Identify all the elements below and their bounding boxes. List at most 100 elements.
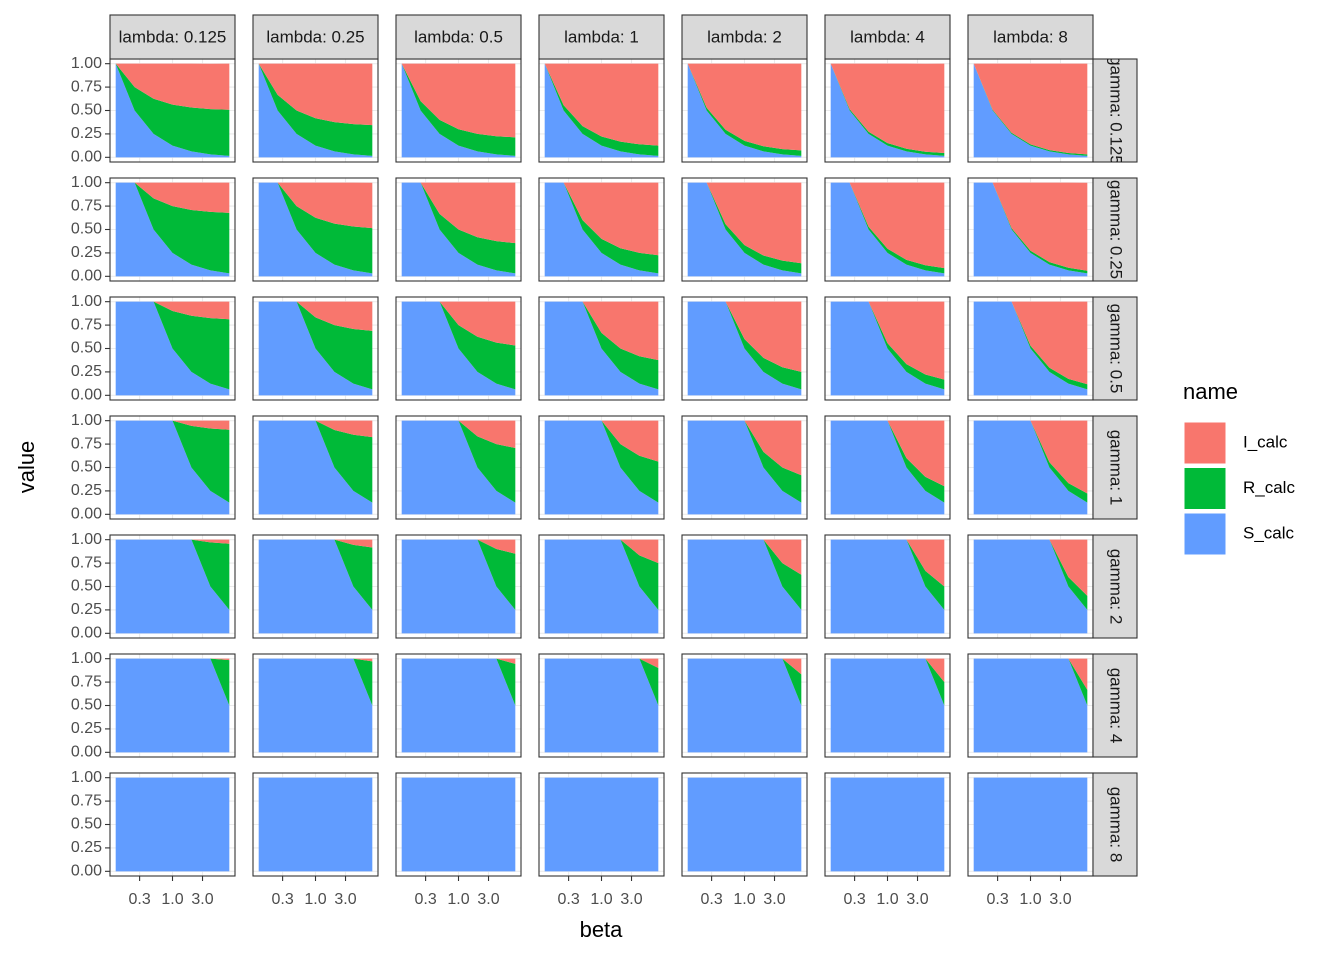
legend-key: [1183, 512, 1227, 556]
y-tick-label: 0.25: [71, 720, 102, 737]
area: [258, 63, 373, 158]
col-strip: [824, 14, 951, 60]
col-strip-label: lambda: 4: [850, 27, 925, 46]
y-tick-label: 0.50: [71, 459, 102, 476]
x-tick-label: 0.3: [986, 891, 1008, 908]
panel-border: [681, 177, 808, 282]
y-tick-label: 1.00: [71, 412, 102, 429]
area: [258, 777, 373, 872]
area: [258, 539, 373, 634]
area: [401, 182, 516, 244]
area: [830, 658, 945, 753]
y-tick-label: 0.00: [71, 149, 102, 166]
area: [258, 420, 373, 503]
area: [973, 539, 1088, 596]
area: [258, 301, 373, 390]
panel-border: [824, 653, 951, 758]
area: [687, 420, 802, 515]
area: [258, 658, 373, 706]
col-strip-clip: lambda: 0.25: [266, 27, 364, 46]
col-strip-label: lambda: 0.25: [266, 27, 364, 46]
row-strip-clip: gamma: 4: [1107, 668, 1126, 744]
x-tick-label: 0.3: [128, 891, 150, 908]
legend-label: S_calc: [1243, 523, 1295, 542]
area: [830, 539, 945, 587]
row-strip-clip: gamma: 0.5: [1107, 304, 1126, 394]
area: [830, 301, 945, 396]
x-tick-label: 1.0: [304, 891, 326, 908]
area: [973, 420, 1088, 515]
area: [401, 539, 516, 610]
y-tick-label: 0.00: [71, 744, 102, 761]
area: [544, 539, 659, 564]
area: [973, 658, 1088, 690]
area: [830, 301, 945, 390]
y-tick-label: 0.50: [71, 697, 102, 714]
y-tick-label: 0.50: [71, 340, 102, 357]
y-tick-label: 0.75: [71, 554, 102, 571]
y-tick-label: 0.50: [71, 102, 102, 119]
panel-border: [395, 415, 522, 520]
y-tick-label: 1.00: [71, 174, 102, 191]
area: [830, 63, 945, 158]
area: [687, 63, 802, 151]
x-tick-label: 0.3: [271, 891, 293, 908]
panel-border: [538, 415, 665, 520]
row-strip: [1092, 296, 1138, 401]
y-tick-label: 0.75: [71, 78, 102, 95]
row-strip-clip: gamma: 8: [1107, 787, 1126, 863]
area: [115, 301, 230, 396]
x-tick-label: 1.0: [876, 891, 898, 908]
row-strip-label: gamma: 0.25: [1107, 180, 1126, 279]
col-strip: [252, 14, 379, 60]
col-strip-label: lambda: 8: [993, 27, 1068, 46]
area: [687, 420, 802, 476]
col-strip-label: lambda: 2: [707, 27, 782, 46]
area: [544, 63, 659, 158]
area: [401, 63, 516, 138]
panel-border: [538, 177, 665, 282]
area: [115, 658, 230, 753]
area: [115, 301, 230, 390]
y-tick-label: 0.25: [71, 244, 102, 261]
y-tick-label: 1.00: [71, 55, 102, 72]
area: [973, 63, 1088, 158]
area: [973, 301, 1088, 385]
legend-label: I_calc: [1243, 432, 1288, 451]
panel-border: [395, 653, 522, 758]
area: [258, 301, 373, 331]
area: [258, 539, 373, 548]
y-tick-label: 0.25: [71, 601, 102, 618]
area: [401, 777, 516, 872]
y-tick-label: 0.75: [71, 435, 102, 452]
row-strip-clip: gamma: 0.125: [1107, 56, 1126, 165]
x-tick-label: 0.3: [700, 891, 722, 908]
area: [258, 658, 373, 753]
area: [544, 658, 659, 753]
area: [258, 182, 373, 277]
area: [115, 301, 230, 320]
x-tick-label: 0.3: [414, 891, 436, 908]
x-tick-label: 1.0: [590, 891, 612, 908]
area: [258, 63, 373, 126]
row-strip: [1092, 58, 1138, 163]
row-strip-clip: gamma: 2: [1107, 549, 1126, 625]
area: [687, 539, 802, 634]
area: [544, 539, 659, 610]
panel-border: [681, 534, 808, 639]
col-strip-clip: lambda: 0.125: [119, 27, 227, 46]
row-strip-label: gamma: 0.125: [1107, 56, 1126, 165]
area: [401, 658, 516, 706]
area: [830, 658, 945, 683]
x-tick-label: 3.0: [477, 891, 499, 908]
y-tick-label: 1.00: [71, 650, 102, 667]
area: [401, 539, 516, 634]
area: [115, 63, 230, 158]
y-tick-label: 0.00: [71, 863, 102, 880]
area: [115, 420, 230, 515]
panel-border: [538, 534, 665, 639]
area: [687, 658, 802, 753]
area: [687, 182, 802, 277]
col-strip-label: lambda: 0.5: [414, 27, 503, 46]
